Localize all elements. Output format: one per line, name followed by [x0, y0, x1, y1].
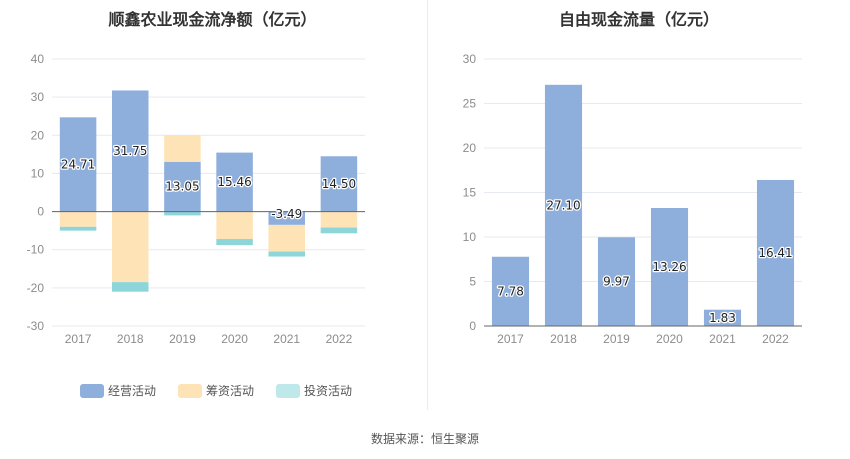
- bar-series-2-2017: [59, 226, 97, 231]
- bar-series-2-2021: [268, 251, 306, 257]
- y-tick-label: 10: [31, 166, 45, 180]
- x-tick-label: 2021: [709, 332, 736, 346]
- legend-swatch-investing: [276, 383, 301, 398]
- y-tick-label: 40: [31, 52, 45, 66]
- legend-swatch-financing: [178, 383, 203, 398]
- bar-series-1-2018: [111, 211, 149, 283]
- x-tick-label: 2020: [221, 332, 248, 346]
- bar-series-0-2018: [111, 90, 149, 212]
- legend-label-financing: 筹资活动: [206, 384, 255, 398]
- x-tick-label: 2017: [65, 332, 92, 346]
- x-tick-label: 2022: [326, 332, 353, 346]
- y-tick-label: 25: [463, 97, 477, 111]
- data-label: -3.49: [271, 207, 302, 221]
- legend-item-investing[interactable]: 投资活动: [276, 382, 352, 399]
- x-tick-label: 2020: [656, 332, 683, 346]
- bar-series-0-2019: [164, 161, 201, 212]
- bar-series-0-2022: [320, 156, 358, 212]
- bar-series-1-2017: [59, 211, 97, 227]
- x-tick-label: 2019: [169, 332, 196, 346]
- left-chart-title: 顺鑫农业现金流净额（亿元）: [108, 10, 317, 29]
- legend-label-operating: 经营活动: [108, 384, 157, 398]
- bar-series-1-2022: [320, 211, 358, 228]
- data-source: 数据来源：恒生聚源: [370, 432, 479, 446]
- bar-series-1-2019: [164, 135, 201, 162]
- data-label: 24.71: [61, 157, 95, 171]
- bar-series-0-2021: [268, 211, 306, 225]
- legend: 经营活动 筹资活动 投资活动: [80, 382, 352, 399]
- bar-series-2-2018: [111, 282, 149, 292]
- bar-series-0-2022: [756, 179, 795, 326]
- y-tick-label: -20: [27, 281, 45, 295]
- y-tick-label: 5: [469, 275, 476, 289]
- data-label: 15.46: [217, 175, 251, 189]
- data-label: 16.41: [758, 246, 792, 260]
- data-label: 14.50: [322, 177, 356, 191]
- x-tick-label: 2022: [762, 332, 789, 346]
- bar-series-0-2019: [597, 237, 636, 326]
- panel-divider: [427, 0, 428, 410]
- data-label: 1.83: [709, 311, 736, 325]
- bar-series-2-2022: [320, 227, 358, 234]
- y-tick-label: 10: [463, 230, 477, 244]
- y-tick-label: 0: [469, 319, 476, 333]
- data-label: 9.97: [603, 275, 630, 289]
- x-tick-label: 2021: [273, 332, 300, 346]
- legend-label-investing: 投资活动: [304, 384, 353, 398]
- data-label: 7.78: [497, 284, 524, 298]
- right-chart-title: 自由现金流量（亿元）: [558, 10, 719, 29]
- y-tick-label: 15: [463, 186, 477, 200]
- y-tick-label: 30: [463, 52, 477, 66]
- bar-series-0-2020: [650, 207, 689, 326]
- bar-series-0-2018: [544, 84, 583, 326]
- bar-series-0-2017: [59, 117, 97, 212]
- data-label: 31.75: [113, 144, 147, 158]
- legend-swatch-operating: [80, 383, 104, 398]
- y-tick-label: 20: [31, 128, 45, 142]
- bar-series-2-2020: [216, 239, 253, 246]
- bar-series-1-2021: [268, 224, 306, 252]
- data-label: 13.05: [165, 180, 199, 194]
- legend-item-financing[interactable]: 筹资活动: [178, 382, 254, 399]
- x-tick-label: 2018: [550, 332, 577, 346]
- y-tick-label: 20: [463, 141, 477, 155]
- data-label: 13.26: [652, 260, 686, 274]
- bar-series-1-2020: [216, 211, 253, 240]
- data-label: 27.10: [546, 198, 580, 212]
- y-tick-label: -10: [27, 243, 45, 257]
- bar-series-0-2017: [491, 256, 530, 326]
- y-tick-label: 30: [31, 90, 45, 104]
- bar-series-0-2021: [703, 309, 742, 326]
- y-tick-label: 0: [37, 205, 44, 219]
- x-tick-label: 2017: [497, 332, 524, 346]
- x-tick-label: 2019: [603, 332, 630, 346]
- bar-series-0-2020: [216, 152, 253, 212]
- legend-item-operating[interactable]: 经营活动: [80, 382, 156, 399]
- bar-series-2-2019: [164, 211, 201, 216]
- y-tick-label: -30: [27, 319, 45, 333]
- x-tick-label: 2018: [117, 332, 144, 346]
